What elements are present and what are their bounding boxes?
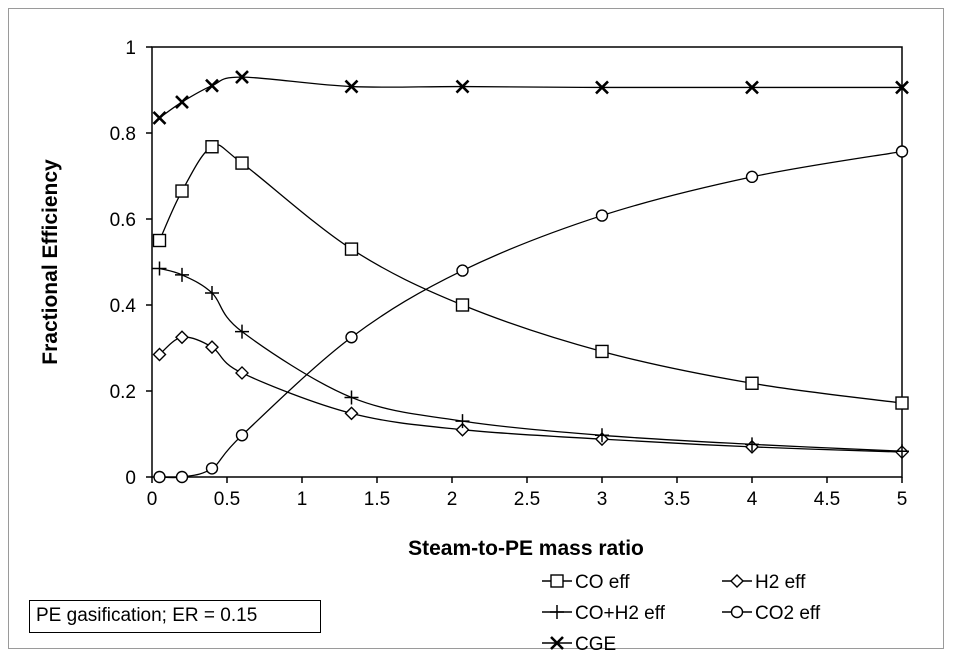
legend-label: CGE	[575, 634, 616, 655]
data-point	[595, 209, 609, 222]
data-point	[153, 470, 166, 484]
x-tick-label: 2	[447, 489, 458, 510]
data-point	[595, 344, 609, 359]
series-line	[158, 144, 903, 404]
data-point	[344, 79, 359, 94]
legend-marker	[550, 574, 564, 588]
x-tick-label: 2.5	[514, 489, 540, 510]
data-point	[175, 267, 189, 282]
annotation-box: PE gasification; ER = 0.15	[29, 600, 321, 633]
data-point	[175, 184, 189, 198]
data-point	[205, 462, 219, 475]
data-point	[152, 261, 167, 276]
data-point	[205, 140, 219, 154]
x-tick-label: 1	[297, 489, 308, 510]
data-point	[745, 170, 759, 184]
data-point	[205, 285, 219, 300]
data-point	[235, 156, 249, 170]
legend-label: CO+H2 eff	[575, 603, 666, 624]
x-tick-label: 1.5	[364, 489, 390, 510]
data-point	[344, 242, 359, 256]
data-point	[344, 406, 359, 421]
x-tick-label: 3	[597, 489, 608, 510]
data-point	[895, 444, 909, 459]
x-tick-label: 3.5	[664, 489, 690, 510]
data-point	[235, 324, 249, 339]
series-line	[159, 336, 903, 453]
legend-label: H2 eff	[755, 572, 806, 593]
y-tick-label: 0.6	[110, 210, 136, 231]
legend-marker	[730, 605, 744, 619]
data-point	[345, 331, 358, 344]
data-point	[745, 437, 759, 452]
data-point	[235, 429, 249, 442]
data-point	[456, 264, 469, 277]
y-tick-label: 0.4	[110, 296, 137, 317]
data-point	[895, 145, 909, 158]
y-tick-label: 1	[125, 38, 136, 59]
x-tick-label: 0.5	[214, 489, 240, 510]
x-tick-label: 4	[747, 489, 758, 510]
series-line	[159, 76, 902, 119]
data-point	[152, 347, 167, 362]
data-point	[595, 428, 609, 443]
y-tick-label: 0.2	[110, 382, 136, 403]
data-point	[152, 233, 167, 248]
x-tick-label: 0	[147, 489, 158, 510]
x-tick-label: 5	[897, 489, 908, 510]
legend-marker	[730, 574, 744, 588]
data-point	[455, 422, 470, 437]
data-point	[595, 80, 609, 95]
data-point	[175, 470, 189, 484]
data-point	[235, 365, 249, 380]
data-point	[455, 298, 470, 312]
data-point	[895, 80, 909, 95]
data-point	[175, 330, 189, 345]
data-point	[745, 376, 759, 390]
y-axis-title: Fractional Efficiency	[39, 159, 62, 365]
data-point	[895, 396, 909, 410]
x-axis-title: Steam-to-PE mass ratio	[408, 537, 644, 560]
x-tick-label: 4.5	[814, 489, 840, 510]
data-point	[152, 111, 167, 125]
legend-label: CO2 eff	[755, 603, 821, 624]
series-line	[159, 267, 903, 452]
data-point	[455, 414, 470, 429]
y-tick-label: 0.8	[110, 124, 136, 145]
y-tick-label: 0	[125, 468, 136, 489]
data-point	[175, 95, 189, 109]
legend-label: CO eff	[575, 572, 630, 593]
data-point	[745, 80, 759, 95]
plot-area	[151, 46, 903, 478]
data-point	[344, 390, 359, 405]
data-point	[235, 70, 249, 85]
legend: CO eff H2 eff CO+H2 eff CO2 eff CGE	[542, 572, 821, 655]
data-point	[205, 340, 219, 355]
legend-marker	[550, 605, 564, 619]
annotation-text: PE gasification; ER = 0.15	[36, 605, 258, 626]
series-line	[159, 150, 903, 479]
data-point	[205, 78, 219, 93]
legend-marker	[550, 636, 564, 650]
data-point	[455, 79, 470, 94]
